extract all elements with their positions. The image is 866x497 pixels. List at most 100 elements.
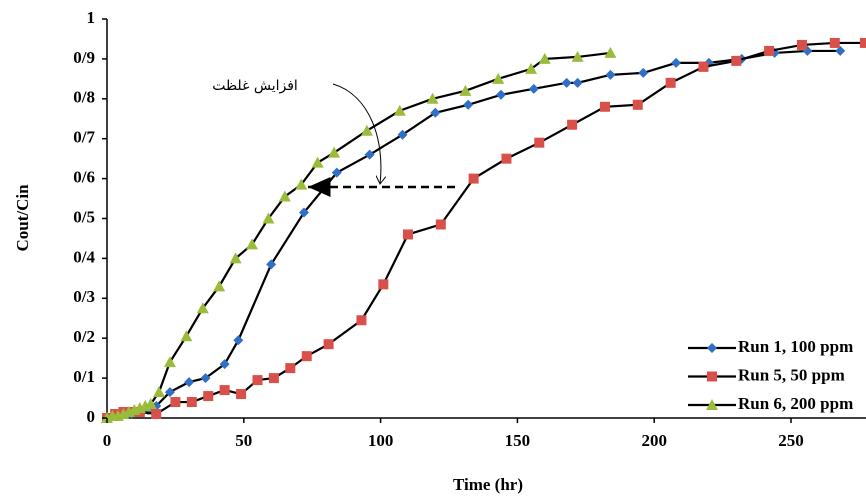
y-tick-label: 0/6 <box>73 168 95 187</box>
marker-triangle <box>538 52 551 64</box>
marker-square <box>707 371 717 382</box>
marker-triangle <box>180 330 193 342</box>
marker-triangle <box>278 190 291 202</box>
marker-square <box>110 409 121 420</box>
x-tick-label: 100 <box>368 431 394 450</box>
marker-triangle <box>328 146 341 158</box>
marker-diamond <box>298 207 309 218</box>
marker-diamond <box>707 343 717 353</box>
marker-square <box>859 37 866 48</box>
marker-triangle <box>311 156 324 168</box>
marker-diamond <box>671 57 682 68</box>
marker-square <box>468 173 479 184</box>
marker-square <box>186 397 197 408</box>
marker-diamond <box>219 359 230 370</box>
marker-square <box>731 55 742 66</box>
marker-triangle <box>393 104 406 116</box>
marker-diamond <box>200 373 211 384</box>
marker-square <box>501 153 512 164</box>
y-tick-label: 0/9 <box>73 48 95 67</box>
marker-triangle <box>295 178 308 190</box>
marker-square <box>402 229 413 240</box>
marker-square <box>323 339 334 350</box>
marker-triangle <box>459 84 472 96</box>
marker-square <box>301 351 312 362</box>
x-tick-label: 50 <box>235 431 252 450</box>
marker-square <box>151 409 162 420</box>
marker-triangle <box>492 72 505 84</box>
marker-square <box>632 99 643 110</box>
marker-triangle <box>360 124 373 136</box>
marker-triangle <box>196 302 209 314</box>
marker-diamond <box>331 167 342 178</box>
legend-label: Run 1, 100 ppm <box>738 337 853 356</box>
marker-diamond <box>572 77 583 88</box>
x-tick-label: 200 <box>641 431 667 450</box>
x-axis-title: Time (hr) <box>453 475 523 494</box>
annotation-arrow <box>332 83 381 184</box>
marker-triangle <box>426 92 439 104</box>
marker-square <box>435 219 446 230</box>
marker-diamond <box>233 335 244 346</box>
marker-diamond <box>561 77 572 88</box>
y-tick-label: 0/3 <box>73 287 95 306</box>
marker-triangle <box>262 212 275 224</box>
marker-diamond <box>164 387 175 398</box>
y-tick-label: 0/7 <box>73 128 95 147</box>
marker-diamond <box>463 99 474 110</box>
marker-diamond <box>397 129 408 140</box>
x-tick-label: 150 <box>505 431 531 450</box>
series-line <box>106 51 611 420</box>
x-tick-label: 250 <box>778 431 804 450</box>
annotation: افزایش غلظت <box>212 78 298 94</box>
marker-square <box>665 77 676 88</box>
marker-square <box>252 375 263 386</box>
marker-triangle <box>213 280 226 292</box>
y-tick-label: 0/5 <box>73 207 95 226</box>
marker-square <box>698 61 709 72</box>
marker-diamond <box>528 83 539 94</box>
marker-triangle <box>163 356 176 368</box>
marker-square <box>236 389 247 400</box>
marker-square <box>285 363 296 374</box>
marker-triangle <box>246 238 259 250</box>
marker-square <box>219 385 230 396</box>
x-tick-label: 0 <box>103 431 112 450</box>
marker-diamond <box>364 149 375 160</box>
marker-diamond <box>605 69 616 80</box>
marker-triangle <box>152 386 165 398</box>
marker-square <box>170 397 181 408</box>
legend-label: Run 5, 50 ppm <box>738 365 845 384</box>
marker-triangle <box>604 46 617 58</box>
y-tick-label: 0/8 <box>73 88 95 107</box>
marker-square <box>356 315 367 326</box>
marker-square <box>567 119 578 130</box>
marker-square <box>829 37 840 48</box>
marker-triangle <box>229 252 242 264</box>
y-tick-label: 0/1 <box>73 367 95 386</box>
marker-square <box>534 137 545 148</box>
marker-triangle <box>144 398 157 410</box>
y-tick-label: 1 <box>87 8 96 27</box>
legend-label: Run 6, 200 ppm <box>738 394 853 413</box>
marker-diamond <box>184 377 195 388</box>
marker-triangle <box>571 50 584 62</box>
y-tick-label: 0 <box>87 407 96 426</box>
marker-diamond <box>430 107 441 118</box>
marker-square <box>203 391 214 402</box>
marker-triangle <box>706 399 718 410</box>
y-axis-title: Cout/Cin <box>13 184 32 252</box>
marker-diamond <box>835 45 846 56</box>
series-line <box>106 49 841 420</box>
y-tick-label: 0/2 <box>73 327 95 346</box>
marker-diamond <box>638 67 649 78</box>
marker-diamond <box>266 259 277 270</box>
marker-square <box>599 101 610 112</box>
marker-square <box>796 39 807 50</box>
marker-square <box>764 45 775 56</box>
plot-area <box>101 37 866 423</box>
marker-square <box>268 373 279 384</box>
marker-diamond <box>495 89 506 100</box>
